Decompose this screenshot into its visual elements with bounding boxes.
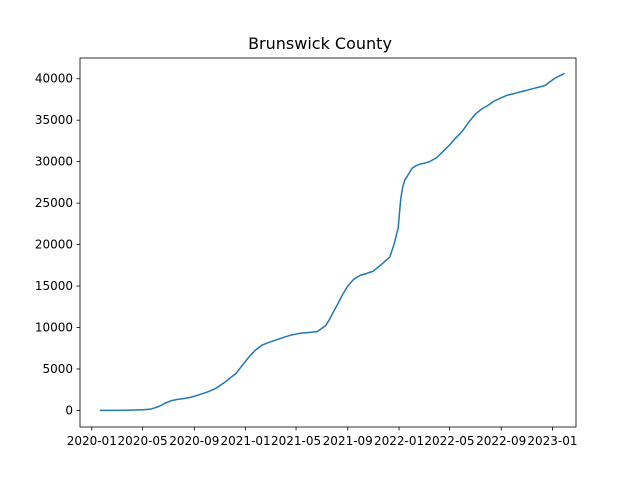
plot-frame [79, 57, 577, 428]
y-tick-label: 15000 [35, 279, 73, 293]
x-tick-label: 2022-09 [476, 434, 526, 448]
x-tick-label: 2021-09 [323, 434, 373, 448]
axes: 0 5000 10000 15000 20000 25000 30000 35000 40000… [35, 57, 578, 448]
x-tick-label: 2020-01 [67, 434, 117, 448]
x-tick-label: 2020-09 [169, 434, 219, 448]
x-tick-label: 2023-01 [527, 434, 577, 448]
plot-area [99, 72, 565, 412]
x-tick-label: 2022-01 [374, 434, 424, 448]
y-tick-label: 0 [65, 403, 73, 417]
x-tick-label: 2021-01 [221, 434, 271, 448]
y-tick-label: 25000 [35, 196, 73, 210]
x-tick-label: 2021-05 [271, 434, 321, 448]
chart-title: Brunswick County [248, 34, 392, 53]
y-tick-label: 35000 [35, 113, 73, 127]
y-tick-label: 20000 [35, 238, 73, 252]
y-tick-label: 10000 [35, 320, 73, 334]
x-tick-label: 2022-05 [424, 434, 474, 448]
x-tick-label: 2020-05 [118, 434, 168, 448]
series-line-0 [99, 72, 565, 412]
y-tick-label: 40000 [35, 72, 73, 86]
y-tick-label: 30000 [35, 155, 73, 169]
y-tick-label: 5000 [42, 362, 73, 376]
